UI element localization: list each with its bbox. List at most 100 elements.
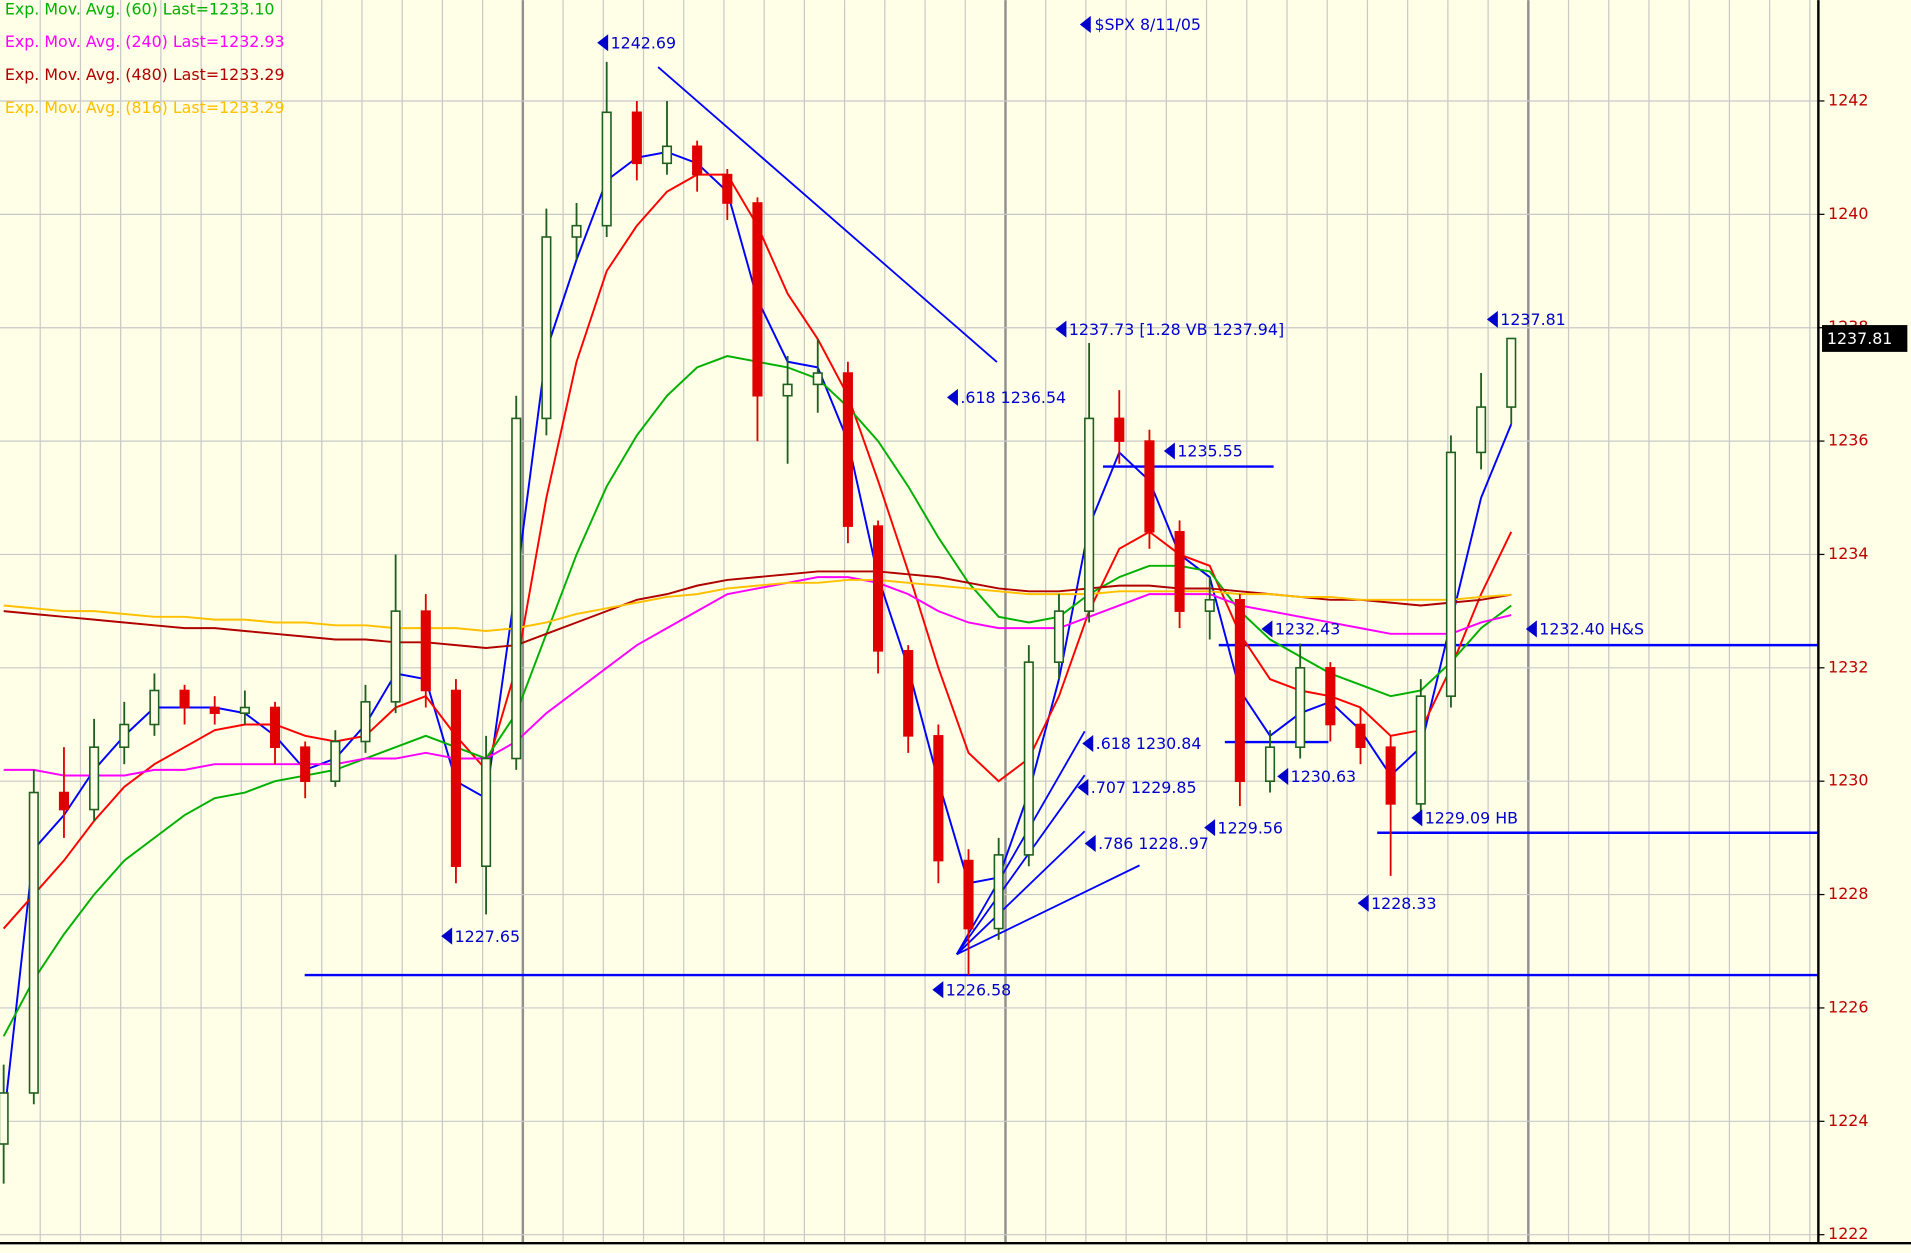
candle-body — [722, 173, 733, 204]
candle-body — [692, 145, 703, 176]
annotation-marker — [1357, 894, 1369, 912]
candle-body — [420, 610, 431, 692]
annotation: 1229.09 HB — [1425, 809, 1518, 828]
candle-body — [752, 202, 763, 397]
candle-body — [1023, 661, 1034, 856]
annotation-marker — [932, 981, 944, 999]
annotation: 1228.33 — [1371, 894, 1436, 913]
candle-body — [1355, 723, 1366, 748]
candle-body — [963, 859, 974, 930]
annotation-marker — [597, 34, 609, 52]
candle-body — [812, 372, 823, 386]
legend-entry: Exp. Mov. Avg. (480) Last=1233.29 — [5, 65, 285, 84]
annotation-marker — [1277, 767, 1289, 785]
annotation: 1229.56 — [1218, 818, 1283, 837]
candle-body — [1204, 599, 1215, 612]
annotation-marker — [1486, 310, 1498, 328]
annotation: 1232.40 H&S — [1539, 620, 1644, 639]
y-tick-label: 1234 — [1828, 544, 1868, 563]
y-tick-label: 1226 — [1828, 997, 1868, 1016]
annotation-marker — [1082, 734, 1094, 753]
candle-body — [179, 689, 190, 709]
y-tick-label: 1222 — [1828, 1224, 1868, 1243]
candle-body — [842, 372, 853, 527]
annotation: .786 1228..97 — [1098, 834, 1209, 853]
candle-body — [390, 610, 401, 703]
candle-body — [1445, 451, 1457, 697]
annotation: 1235.55 — [1177, 442, 1242, 461]
annotation-marker — [1525, 620, 1537, 638]
trend-line — [955, 730, 1086, 955]
y-tick-label: 1236 — [1828, 431, 1868, 450]
annotation: 1237.73 [1.28 VB 1237.94] — [1069, 320, 1284, 339]
candle-body — [1325, 667, 1336, 726]
candle-body — [661, 145, 673, 165]
candle-body — [330, 740, 341, 782]
y-tick-label: 1242 — [1828, 90, 1868, 109]
candle-body — [300, 746, 311, 782]
legend-entry: Exp. Mov. Avg. (240) Last=1232.93 — [5, 32, 285, 51]
candle-body — [873, 525, 884, 652]
candle-body — [1114, 417, 1125, 442]
annotation: 1232.43 — [1275, 620, 1340, 639]
annotation: .618 1236.54 — [960, 388, 1066, 407]
annotation: 1226.58 — [946, 980, 1011, 999]
candle-body — [58, 791, 70, 811]
candle-body — [1053, 610, 1065, 663]
candle-body — [782, 383, 793, 397]
candle-body — [1415, 695, 1426, 805]
annotation-marker — [1077, 778, 1089, 796]
candle-body — [481, 757, 492, 868]
candle-body — [360, 701, 371, 743]
candle-body — [631, 111, 642, 165]
annotation-marker — [946, 388, 958, 406]
y-tick-label: 1240 — [1828, 204, 1868, 223]
candle-body — [1506, 337, 1517, 408]
candle-body — [933, 735, 944, 862]
annotation: .707 1229.85 — [1091, 778, 1197, 797]
candle-body — [1234, 599, 1245, 782]
annotation: 1230.63 — [1291, 767, 1356, 786]
last-price-label: 1237.81 — [1827, 329, 1892, 348]
candle-body — [149, 689, 160, 726]
trend-line — [956, 830, 1086, 956]
marker — [1079, 15, 1091, 33]
y-tick-label: 1224 — [1828, 1111, 1868, 1130]
candle-body — [450, 689, 461, 868]
annotation-marker — [1084, 834, 1096, 852]
annotation-marker — [1411, 809, 1423, 827]
annotation-marker — [1261, 620, 1273, 638]
legend-entry: Exp. Mov. Avg. (816) Last=1233.29 — [5, 98, 285, 117]
candle-body — [1144, 440, 1155, 533]
candle-body — [209, 706, 220, 714]
candle-body — [903, 650, 914, 737]
legend-entry: Exp. Mov. Avg. (60) Last=1233.10 — [5, 0, 275, 18]
candle-body — [571, 224, 582, 238]
annotation: 1242.69 — [611, 33, 676, 52]
candle-body — [1264, 746, 1276, 782]
candle-body — [28, 791, 39, 1094]
y-tick-label: 1230 — [1828, 771, 1868, 790]
annotation-marker — [441, 927, 453, 945]
candle-body — [1295, 667, 1306, 748]
annotation-marker — [1163, 442, 1175, 460]
annotation: 1227.65 — [455, 927, 520, 946]
y-tick-label: 1232 — [1828, 657, 1868, 676]
candle-body — [119, 723, 130, 748]
candle-body — [239, 706, 250, 714]
trend-line — [657, 66, 998, 363]
annotation: 1237.81 — [1500, 310, 1565, 329]
annotation-marker — [1055, 320, 1067, 338]
candle-body — [1476, 406, 1487, 454]
ma-line — [3, 576, 1512, 777]
candle-body — [511, 417, 522, 760]
candle-body — [269, 706, 281, 748]
candle-body — [1174, 530, 1185, 612]
candle-body — [1084, 417, 1095, 612]
candle-body — [1385, 746, 1396, 805]
candle-body — [993, 854, 1004, 930]
annotation-marker — [1204, 819, 1216, 837]
